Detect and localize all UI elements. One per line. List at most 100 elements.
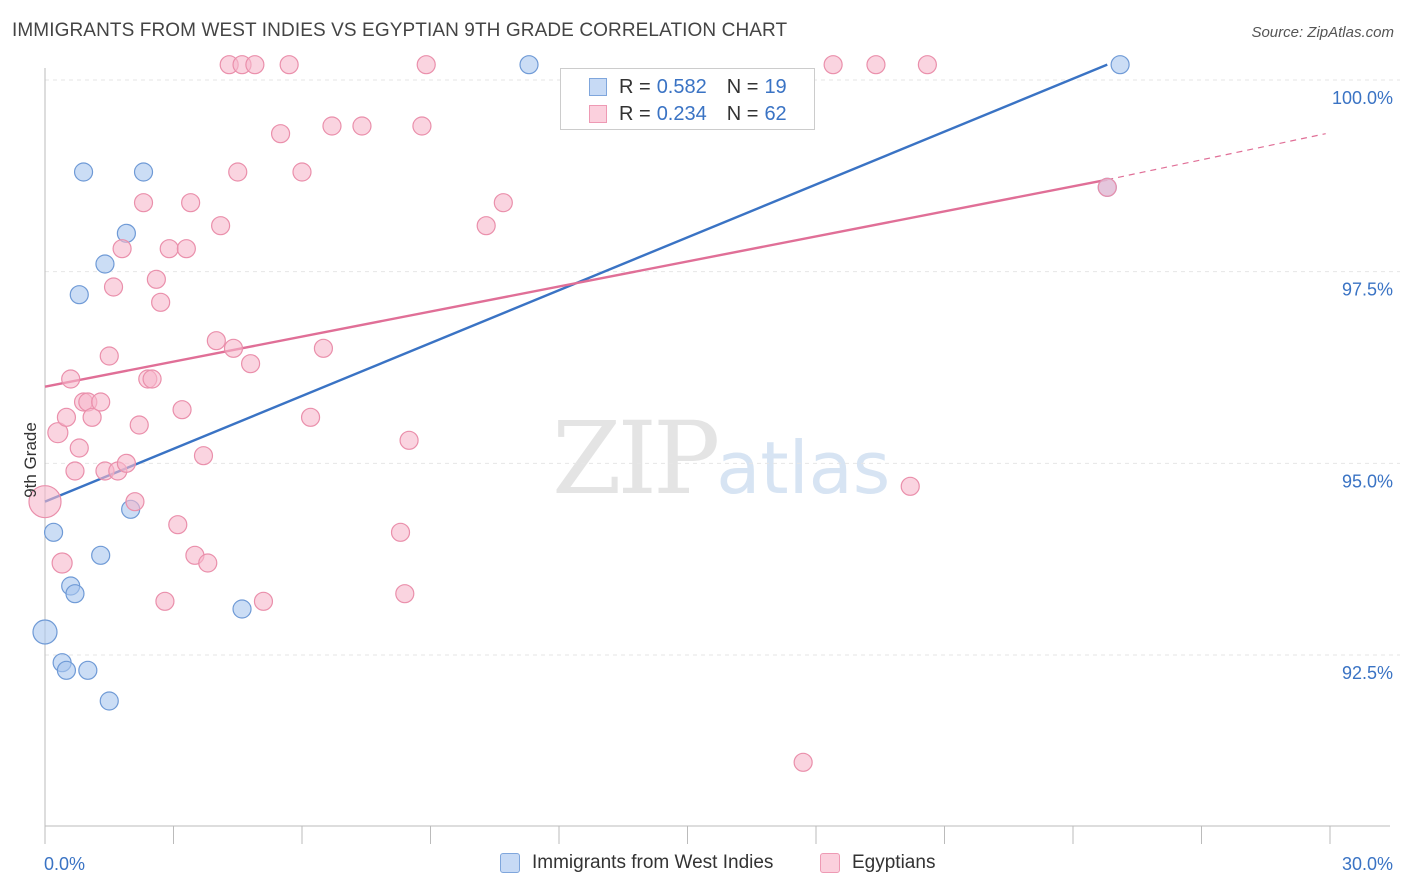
west-indies-point	[99, 691, 119, 711]
egyptians-point	[228, 162, 248, 182]
egyptians-point	[176, 239, 196, 259]
egyptians-point	[103, 277, 124, 297]
west-indies-point	[1110, 55, 1130, 75]
egyptians-point	[270, 124, 291, 144]
egyptians-point	[159, 239, 179, 259]
egyptians-point	[151, 292, 171, 312]
west-indies-point	[78, 660, 98, 680]
egyptians-point	[900, 476, 920, 496]
stats-row-egyptians: R = 0.234 N = 62	[561, 100, 787, 128]
west-indies-point	[91, 545, 111, 565]
egyptians-point	[51, 552, 73, 574]
egyptians-point	[253, 591, 274, 611]
egyptians-point	[129, 415, 149, 435]
egyptians-point	[91, 392, 111, 412]
egyptians-point	[245, 55, 265, 75]
west-indies-point	[133, 162, 154, 182]
egyptians-point	[125, 492, 145, 512]
egyptians-point	[181, 193, 201, 213]
egyptians-trend-extension	[1107, 133, 1326, 181]
egyptians-point	[313, 338, 334, 358]
egyptians-point	[172, 400, 192, 420]
egyptians-point	[279, 55, 299, 75]
egyptians-point	[211, 216, 231, 236]
egyptians-point	[390, 522, 411, 542]
y-axis-label: 9th Grade	[21, 422, 40, 498]
r-value: 0.234	[656, 102, 707, 125]
axes	[44, 68, 1390, 844]
egyptians-point	[793, 752, 813, 772]
y-tick-label: 97.5%	[1342, 280, 1393, 300]
legend-item-west-indies[interactable]: Immigrants from West Indies	[500, 852, 773, 874]
legend-blue-swatch	[500, 853, 520, 873]
zipatlas-watermark: ZIPatlas	[552, 400, 890, 517]
y-tick-label: 100.0%	[1332, 88, 1393, 108]
egyptians-point	[292, 162, 312, 182]
legend-label: Egyptians	[852, 852, 936, 873]
west-indies-point	[73, 162, 94, 182]
egyptians-point	[155, 591, 175, 611]
r-value: 0.582	[656, 75, 707, 98]
egyptians-point	[206, 331, 226, 351]
y-tick-label: 92.5%	[1342, 663, 1393, 683]
egyptians-point	[56, 407, 77, 427]
trend-lines	[44, 63, 1326, 503]
blue-swatch	[589, 78, 607, 96]
stats-row-west-indies: R = 0.582 N = 19	[561, 73, 787, 101]
west-indies-point	[56, 660, 77, 680]
egyptians-point	[223, 338, 244, 358]
egyptians-point	[112, 239, 132, 259]
egyptians-trend-line	[44, 178, 1108, 388]
egyptians-point	[28, 485, 62, 519]
n-value: 62	[764, 102, 787, 125]
egyptians-point	[146, 269, 166, 289]
egyptians-point	[352, 116, 372, 136]
y-tick-label: 95.0%	[1342, 471, 1393, 491]
watermark-zip: ZIP	[552, 400, 720, 517]
tick-labels: 100.0% 97.5% 95.0% 92.5% 0.0% 30.0% 9th Grade	[21, 88, 1393, 874]
egyptians-point	[168, 515, 188, 535]
egyptians-point	[412, 116, 432, 136]
egyptians-point	[65, 461, 85, 481]
egyptians-point	[399, 430, 419, 450]
pink-swatch	[589, 105, 607, 123]
egyptians-point	[69, 438, 89, 458]
west-indies-point	[69, 285, 89, 305]
legend-item-egyptians[interactable]: Egyptians	[820, 852, 935, 874]
watermark-atlas: atlas	[716, 426, 891, 510]
egyptians-point	[300, 407, 321, 427]
r-label: R =	[619, 102, 651, 125]
egyptians-point	[47, 422, 69, 444]
legend-pink-swatch	[820, 853, 840, 873]
egyptians-point	[322, 116, 342, 136]
west-indies-point	[32, 619, 58, 645]
egyptians-point	[1097, 177, 1117, 197]
west-indies-point	[519, 55, 539, 75]
chart-title: IMMIGRANTS FROM WEST INDIES VS EGYPTIAN …	[12, 20, 788, 41]
correlation-stats-box: R = 0.582 N = 19 R = 0.234 N = 62	[560, 68, 815, 130]
x-tick-label: 0.0%	[44, 854, 85, 874]
egyptians-point	[116, 453, 136, 473]
egyptians-point	[198, 553, 218, 573]
egyptians-point	[493, 193, 513, 213]
egyptians-point	[823, 55, 843, 75]
legend-label: Immigrants from West Indies	[532, 852, 774, 873]
west-indies-point	[65, 584, 85, 604]
west-indies-point	[95, 254, 115, 274]
data-points	[28, 55, 1130, 772]
egyptians-point	[193, 446, 214, 466]
n-label: N =	[726, 102, 759, 125]
west-indies-point	[232, 599, 252, 619]
egyptians-point	[917, 55, 937, 75]
egyptians-point	[476, 216, 496, 236]
egyptians-point	[395, 584, 415, 604]
egyptians-point	[866, 55, 886, 75]
egyptians-point	[416, 55, 436, 75]
source-credit: Source: ZipAtlas.com	[1251, 24, 1394, 41]
west-indies-point	[43, 522, 64, 542]
egyptians-point	[82, 407, 102, 427]
egyptians-point	[99, 346, 119, 366]
egyptians-point	[61, 369, 81, 389]
egyptians-point	[241, 354, 261, 374]
